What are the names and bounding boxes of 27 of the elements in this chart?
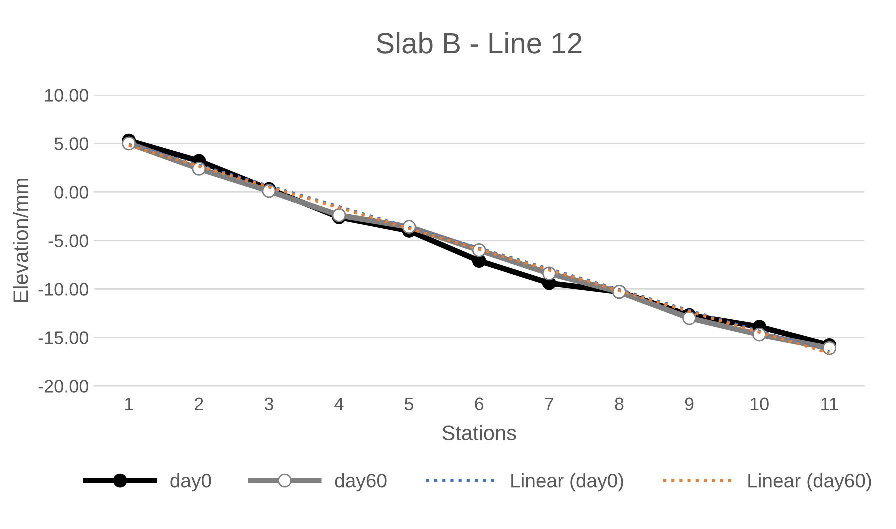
y-tick-label: -10.00 xyxy=(38,283,89,296)
y-tick-label: -5.00 xyxy=(48,234,89,248)
x-tick-label: 2 xyxy=(195,398,204,410)
y-tick-label: -15.00 xyxy=(38,332,89,344)
legend-label: Linear (day0) xyxy=(512,474,624,492)
x-tick-label: 9 xyxy=(685,398,694,411)
x-tick-label: 4 xyxy=(334,398,344,410)
chart-title: Slab B - Line 12 xyxy=(376,32,582,54)
legend-label: day0 xyxy=(170,474,212,492)
x-tick-label: 3 xyxy=(264,398,274,411)
x-tick-label: 5 xyxy=(405,398,414,411)
x-tick-label: 11 xyxy=(822,398,838,410)
y-tick-label: -20.00 xyxy=(38,380,89,393)
x-tick-label: 6 xyxy=(475,398,484,411)
x-tick-label: 10 xyxy=(750,398,769,411)
y-tick-label: 0.00 xyxy=(54,186,89,199)
point xyxy=(822,341,837,356)
x-tick-label: 7 xyxy=(545,398,554,410)
y-tick-label: 10.00 xyxy=(45,89,89,102)
point xyxy=(682,311,696,326)
legend-label: day60 xyxy=(335,474,387,492)
legend-label: Linear (day60) xyxy=(748,474,872,492)
y-axis-title: Elevation/mm xyxy=(13,178,28,302)
x-axis-title: Stations xyxy=(442,425,516,441)
y-tick-label: 5.00 xyxy=(54,138,89,150)
x-tick-label: 8 xyxy=(615,398,624,411)
x-tick-label: 1 xyxy=(125,398,134,410)
